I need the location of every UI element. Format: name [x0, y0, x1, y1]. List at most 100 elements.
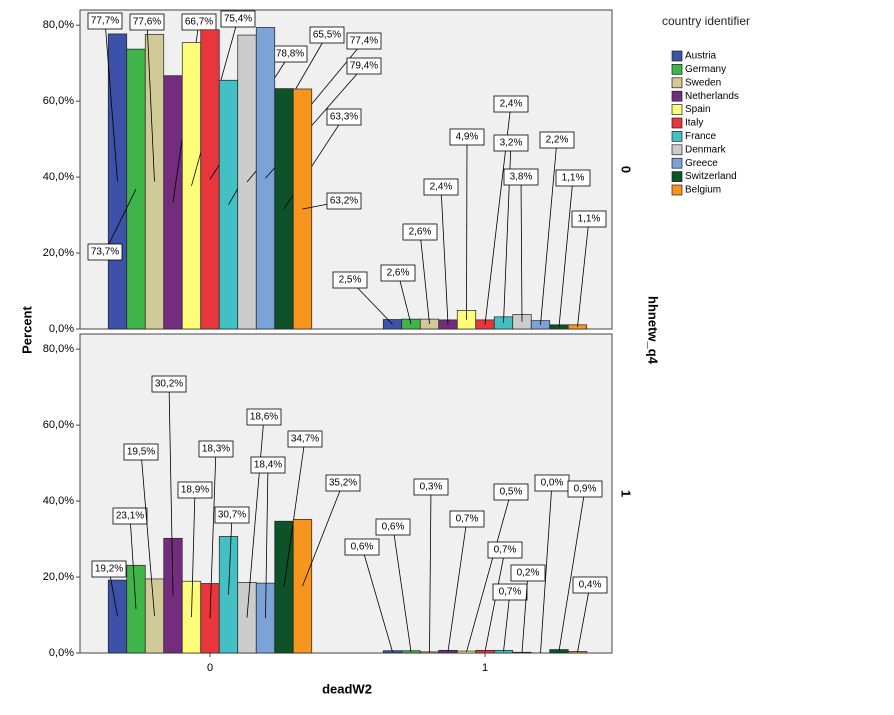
leader-line	[283, 438, 306, 588]
data-label: 30,7%	[218, 510, 246, 521]
legend-swatch	[671, 77, 683, 89]
legend-swatch	[671, 117, 683, 129]
y-axis-label: Percent	[19, 305, 34, 353]
data-label: 63,2%	[330, 196, 358, 207]
data-label: 0,5%	[500, 487, 523, 498]
legend-swatch	[671, 171, 683, 182]
data-label: 18,6%	[250, 412, 278, 423]
leader-line	[129, 515, 137, 610]
label-box	[87, 243, 123, 261]
leader-line	[392, 526, 412, 652]
legend-swatch	[671, 131, 683, 142]
leader-line	[140, 451, 155, 617]
leader-line	[361, 546, 393, 652]
label-box	[344, 538, 380, 556]
label-box	[129, 13, 165, 31]
panel-title: hhnetw_q4	[646, 296, 661, 365]
leader-line	[503, 591, 511, 652]
label-box	[346, 57, 382, 75]
legend-title-box: country identifier	[662, 14, 750, 28]
leader-line	[302, 482, 344, 587]
leader-line	[265, 464, 269, 619]
label-box	[503, 168, 539, 186]
data-label: 19,5%	[127, 447, 155, 458]
bar	[107, 33, 128, 330]
label-box	[493, 134, 529, 152]
legend-swatch	[671, 90, 683, 102]
data-label: 4,9%	[456, 132, 479, 143]
leader-line	[397, 272, 412, 325]
leader-line	[429, 486, 432, 653]
x-tick-label: 1	[482, 662, 488, 674]
label-box	[380, 264, 416, 282]
label-box	[493, 483, 529, 501]
data-label: 0,0%	[541, 478, 564, 489]
data-label: 3,2%	[500, 138, 523, 149]
legend-label: Sweden	[685, 77, 721, 88]
legend-label: Spain	[685, 104, 711, 115]
leader-line	[540, 482, 553, 654]
data-label: 0,7%	[499, 587, 522, 598]
leader-line	[466, 136, 468, 320]
data-label: 0,3%	[420, 482, 443, 493]
data-label: 2,5%	[339, 275, 362, 286]
label-box	[91, 560, 127, 578]
leader-line	[246, 416, 265, 618]
leader-line	[558, 488, 586, 652]
panel-label: 0	[619, 166, 634, 173]
y-tick-label: 80,0%	[43, 19, 74, 31]
data-label: 35,2%	[329, 478, 357, 489]
data-label: 2,2%	[546, 135, 569, 146]
legend-swatch	[671, 104, 683, 115]
label-box	[250, 456, 286, 474]
leader-line	[209, 448, 217, 619]
data-label: 77,7%	[91, 16, 119, 27]
data-label: 79,4%	[350, 61, 378, 72]
data-label: 0,6%	[382, 522, 405, 533]
label-box	[177, 481, 213, 499]
y-tick-label: 0,0%	[49, 323, 74, 335]
label-box	[87, 12, 123, 30]
data-label: 23,1%	[116, 511, 144, 522]
label-box	[449, 128, 485, 146]
y-tick-label: 60,0%	[43, 95, 74, 107]
label-box	[326, 192, 362, 210]
bar	[181, 42, 202, 330]
label-box	[555, 169, 591, 187]
label-box	[572, 576, 608, 594]
data-label: 1,1%	[562, 173, 585, 184]
data-label: 0,9%	[574, 484, 597, 495]
data-label: 0,2%	[517, 568, 540, 579]
legend-label: Netherlands	[685, 91, 739, 102]
y-tick-label: 40,0%	[43, 171, 74, 183]
legend-swatch	[671, 157, 683, 169]
y-tick-label: 0,0%	[49, 647, 74, 659]
legend-swatch	[671, 64, 683, 75]
legend-label: Switzerland	[685, 171, 737, 182]
data-label: 2,6%	[409, 227, 432, 238]
label-box	[151, 375, 187, 393]
data-label: 75,4%	[224, 14, 252, 25]
leader-line	[228, 514, 233, 595]
leader-line	[168, 383, 174, 596]
bar	[144, 33, 165, 330]
data-label: 66,7%	[185, 17, 213, 28]
leader-line	[440, 186, 449, 325]
legend-label: Greece	[685, 158, 718, 169]
label-box	[402, 223, 438, 241]
data-label: 0,7%	[456, 514, 479, 525]
label-box	[375, 518, 411, 536]
label-box	[246, 408, 282, 426]
x-tick-label: 0	[207, 662, 213, 674]
label-box	[123, 443, 159, 461]
label-box	[510, 564, 546, 582]
label-box	[539, 131, 575, 149]
data-label: 18,9%	[181, 485, 209, 496]
label-box	[112, 507, 148, 525]
label-box	[487, 541, 523, 559]
data-label: 78,8%	[276, 49, 304, 60]
data-label: 0,7%	[494, 545, 517, 556]
data-label: 77,6%	[133, 17, 161, 28]
label-box	[220, 10, 256, 28]
